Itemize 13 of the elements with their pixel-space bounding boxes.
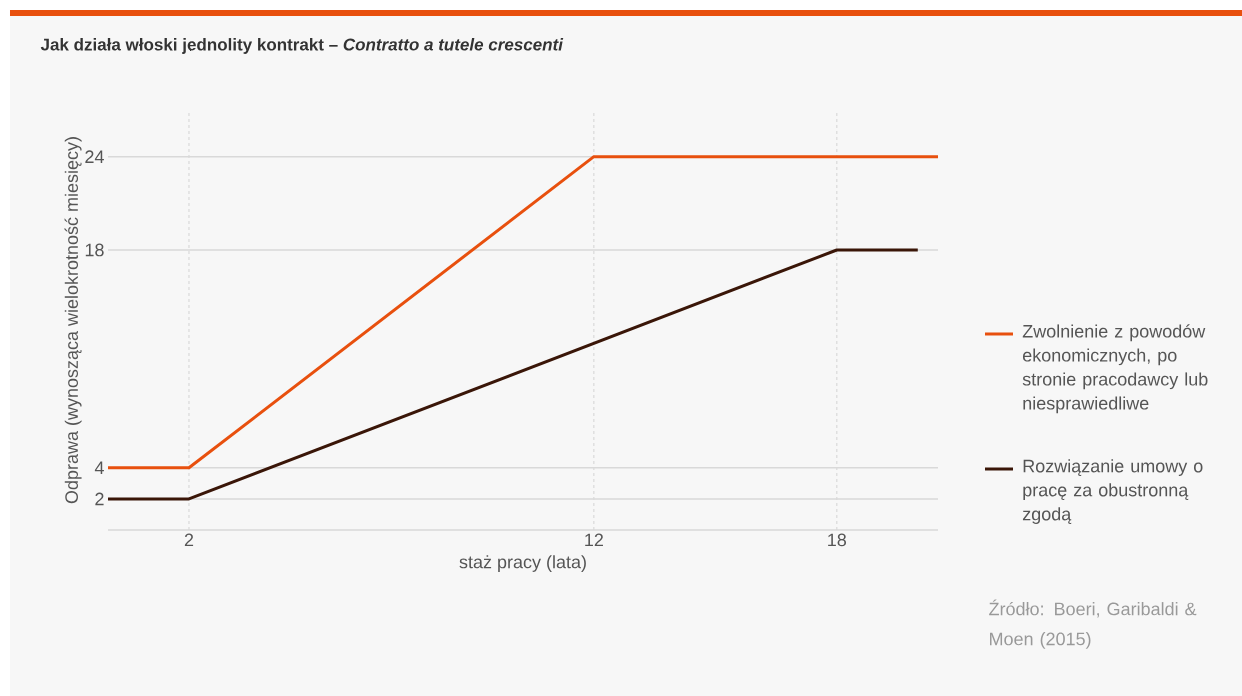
legend-label: Zwolnienie z powodów ekonomicznych, po stronie pracodawcy lub niesprawiedliwe (1022, 324, 1208, 414)
y-tick-label: 4 (94, 461, 104, 474)
legend-label: Rozwiązanie umowy o pracę za obustronną zgodą (1022, 459, 1203, 524)
chart-title: Jak działa włoski jednolity kontrakt – Contratto a tutele crescenti (40, 38, 564, 54)
x-tick-label: 2 (184, 533, 194, 547)
y-tick-label: 24 (85, 150, 104, 163)
x-axis-title: staż pracy (lata) (459, 555, 586, 572)
x-tick-label: 12 (585, 533, 603, 547)
x-tick-label: 18 (828, 533, 847, 547)
y-tick-label: 2 (95, 492, 104, 506)
text: Źródło: Boeri, Garibaldi & Moen (2015) (989, 599, 1197, 649)
y-tick-label: 18 (85, 243, 104, 257)
y-axis-title: Odprawa (wynosząca wielokrotność miesięcy) (64, 137, 82, 504)
